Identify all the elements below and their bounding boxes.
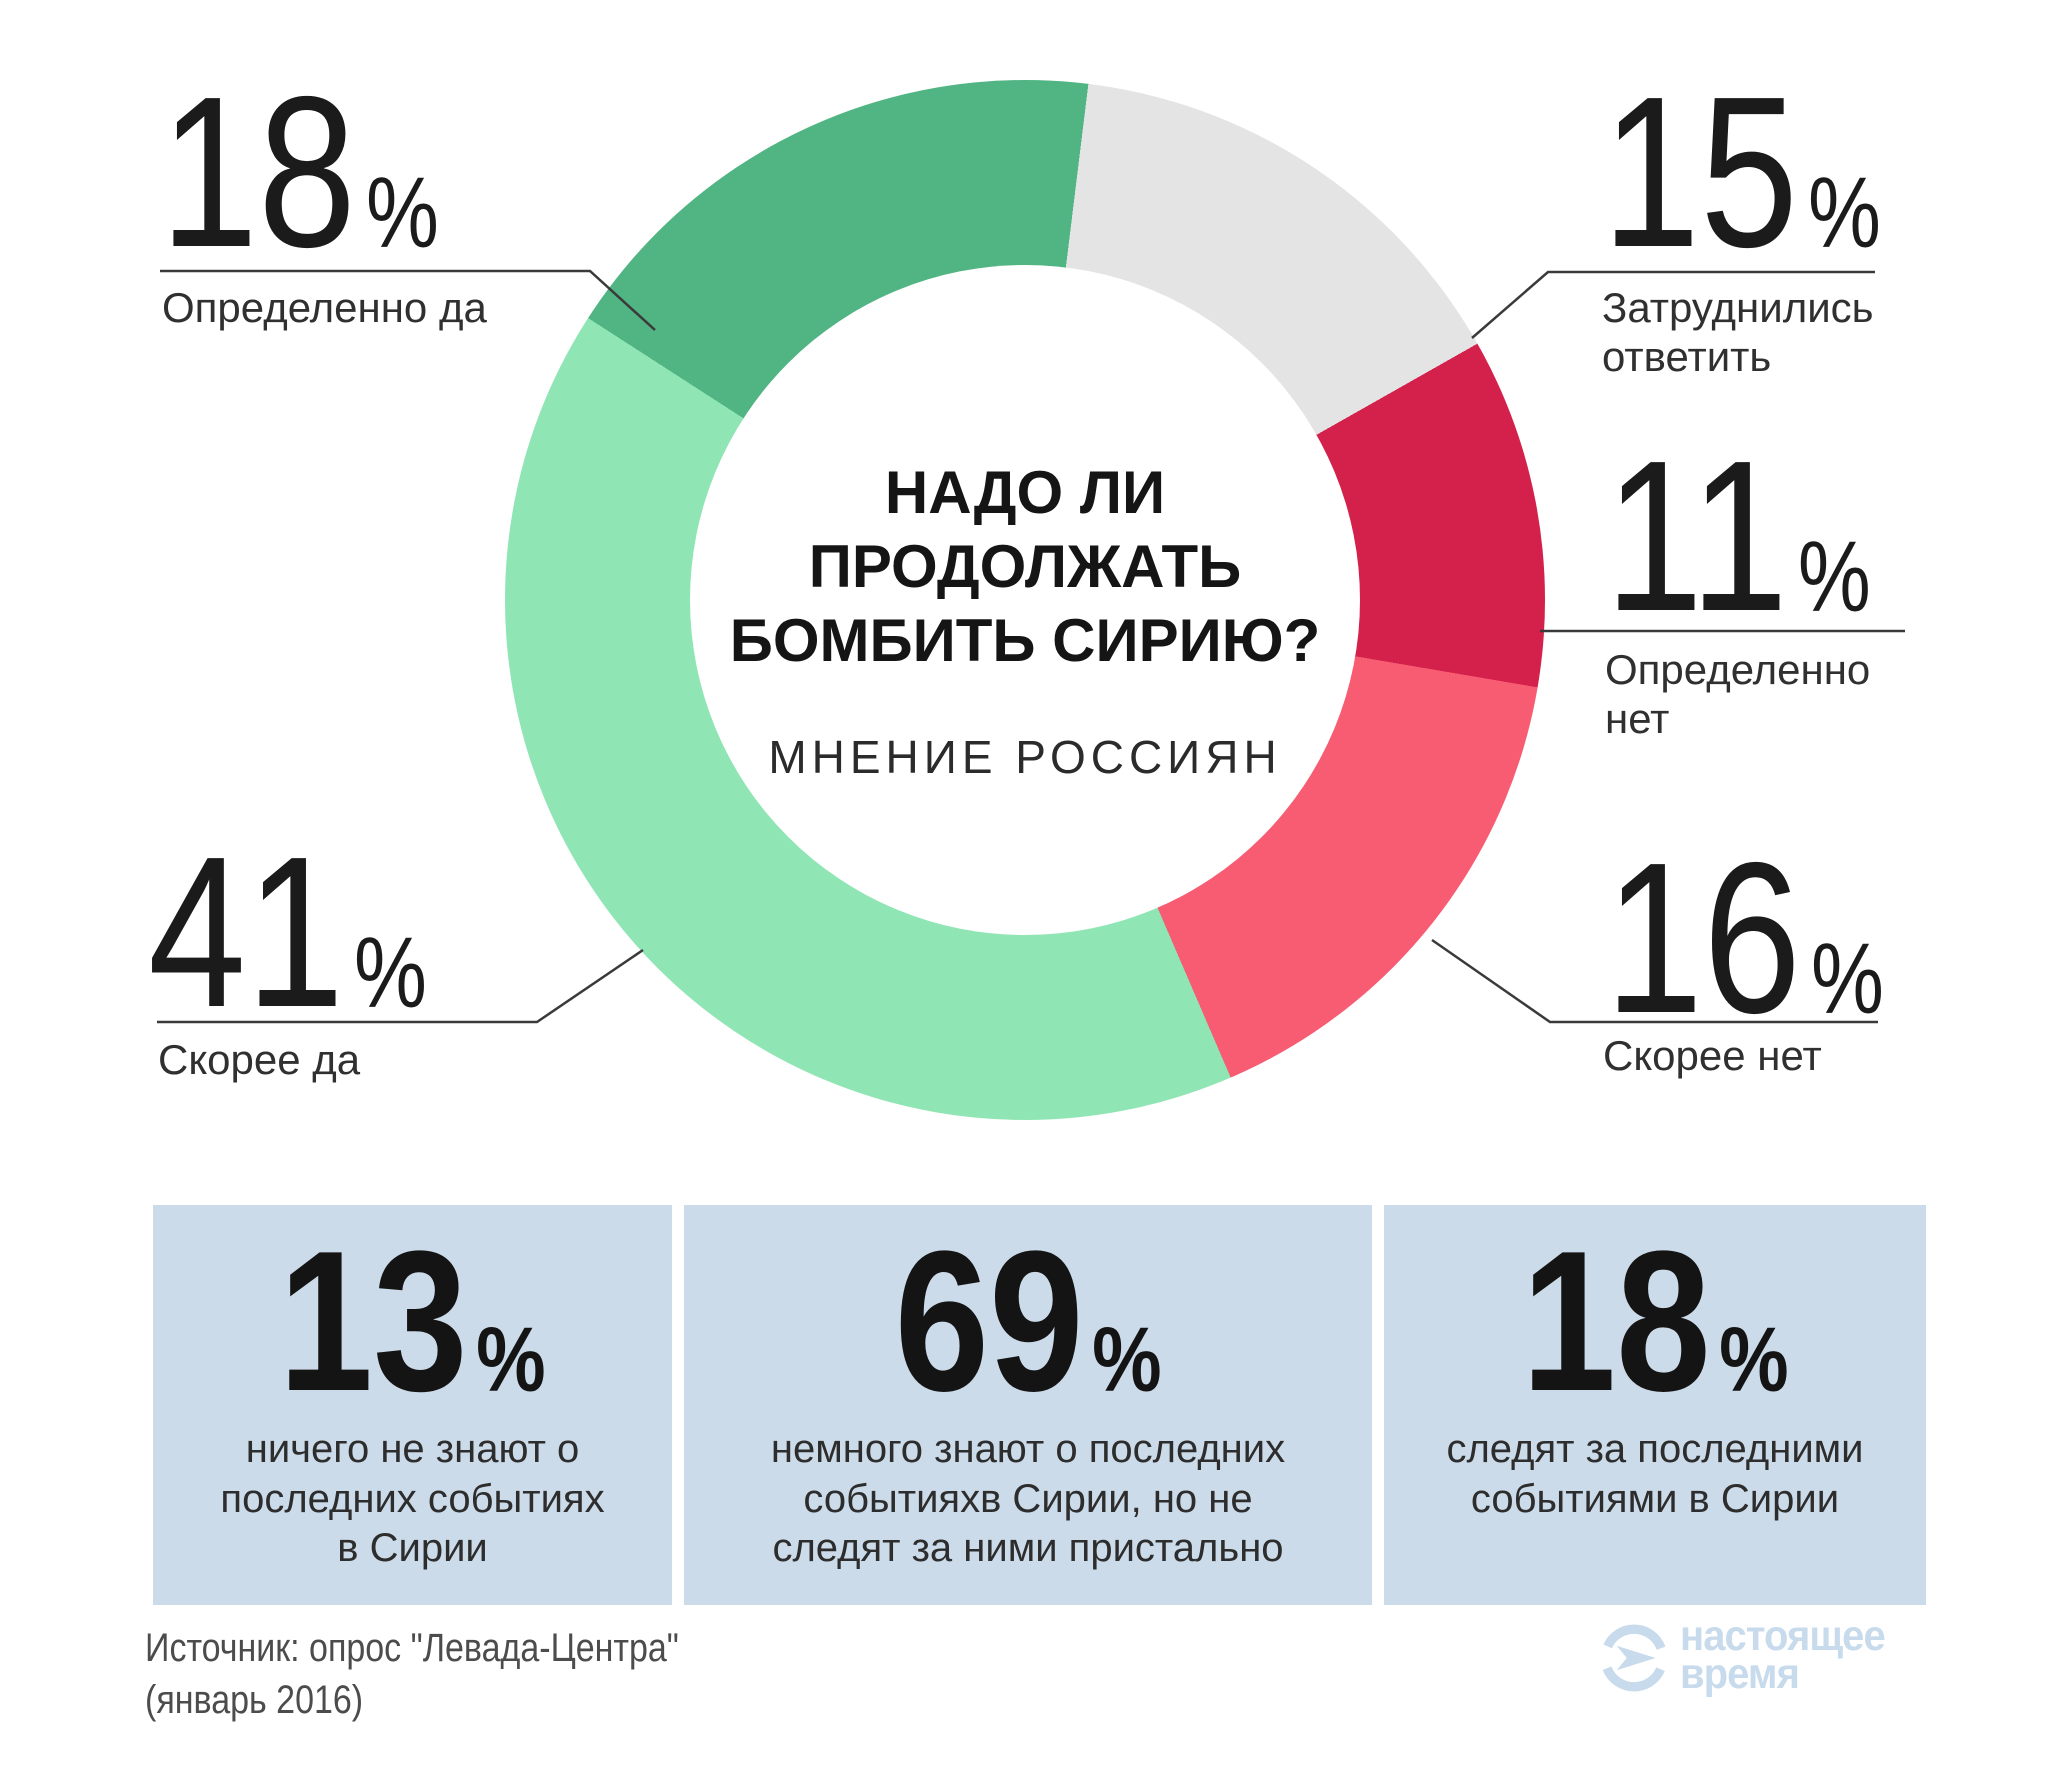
stat-description-line: ничего не знают о xyxy=(245,1427,580,1471)
stat-description: немного знают о последних событияхв Сири… xyxy=(771,1425,1285,1574)
current-time-logo-icon xyxy=(1600,1624,1668,1692)
logo-text-line: время xyxy=(1680,1649,1800,1698)
stat-description-line: последних событиях xyxy=(220,1476,605,1521)
stat-value: 18 % xyxy=(1521,1210,1789,1433)
stat-description-line: немного знают о последних xyxy=(770,1427,1286,1471)
callout-label-definitely-no: Определенно нет xyxy=(1605,646,1871,742)
percent-sign: % xyxy=(1797,521,1871,634)
callout-number: 41 xyxy=(148,811,345,1052)
chart-title-line: НАДО ЛИ xyxy=(884,459,1166,526)
stat-box-know-nothing: 13 % ничего не знают о последних события… xyxy=(153,1205,672,1605)
callout-number: 18 xyxy=(160,51,357,292)
stat-box-follow-events: 18 % следят за последними событиями в Си… xyxy=(1384,1205,1926,1605)
source-line: (январь 2016) xyxy=(145,1678,364,1722)
callout-number: 15 xyxy=(1602,51,1799,292)
stat-box-know-little: 69 % немного знают о последних событияхв… xyxy=(684,1205,1372,1605)
source-note: Источник: опрос "Левада-Центра" (январь … xyxy=(145,1622,679,1726)
percent-sign: % xyxy=(1719,1309,1789,1412)
percent-sign: % xyxy=(1807,157,1881,270)
stat-number: 13 xyxy=(278,1210,469,1433)
percent-sign: % xyxy=(1810,923,1884,1036)
callout-label-rather-no: Скорее нет xyxy=(1603,1032,1822,1079)
donut-center: НАДО ЛИ ПРОДОЛЖАТЬ БОМБИТЬ СИРИЮ? МНЕНИЕ… xyxy=(690,265,1360,935)
callout-value-rather-yes: 41 % xyxy=(148,811,427,1052)
callout-value-definitely-yes: 18 % xyxy=(160,51,439,292)
logo-text-line: настоящее xyxy=(1680,1612,1886,1660)
stat-value: 13 % xyxy=(278,1210,547,1433)
percent-sign: % xyxy=(476,1309,547,1412)
callout-value-rather-no: 16 % xyxy=(1605,817,1884,1058)
callout-value-definitely-no: 11 % xyxy=(1605,415,1871,656)
stat-number: 69 xyxy=(894,1210,1084,1433)
callout-number: 11 xyxy=(1605,415,1789,656)
stat-description-line: следят за последними xyxy=(1446,1427,1864,1471)
callout-number: 16 xyxy=(1605,817,1802,1058)
chart-title-line: БОМБИТЬ СИРИЮ? xyxy=(729,607,1321,674)
percent-sign: % xyxy=(365,157,439,270)
current-time-logo-text: настоящее время xyxy=(1680,1612,1886,1698)
stat-description-line: следят за ними пристально xyxy=(772,1526,1284,1571)
chart-title-line: ПРОДОЛЖАТЬ xyxy=(808,533,1242,600)
stat-value: 69 % xyxy=(894,1210,1162,1433)
current-time-logo: настоящее время xyxy=(1598,1612,1900,1698)
callout-label-undecided: Затруднились ответить xyxy=(1602,284,1874,380)
source-line: Источник: опрос "Левада-Центра" xyxy=(145,1626,679,1670)
stat-description: ничего не знают о последних событиях в С… xyxy=(220,1425,604,1574)
stat-description: следят за последними событиями в Сирии xyxy=(1446,1425,1863,1524)
callout-label-rather-yes: Скорее да xyxy=(158,1036,361,1083)
stat-description-line: в Сирии xyxy=(337,1526,488,1571)
chart-subtitle: МНЕНИЕ РОССИЯН xyxy=(768,731,1282,783)
callout-label-definitely-yes: Определенно да xyxy=(162,284,487,331)
callout-value-undecided: 15 % xyxy=(1602,51,1881,292)
percent-sign: % xyxy=(1092,1309,1162,1412)
percent-sign: % xyxy=(353,917,427,1030)
stat-number: 18 xyxy=(1521,1210,1711,1433)
stat-description-line: событиями в Сирии xyxy=(1470,1476,1840,1521)
stat-description-line: событияхв Сирии, но не xyxy=(803,1476,1253,1521)
